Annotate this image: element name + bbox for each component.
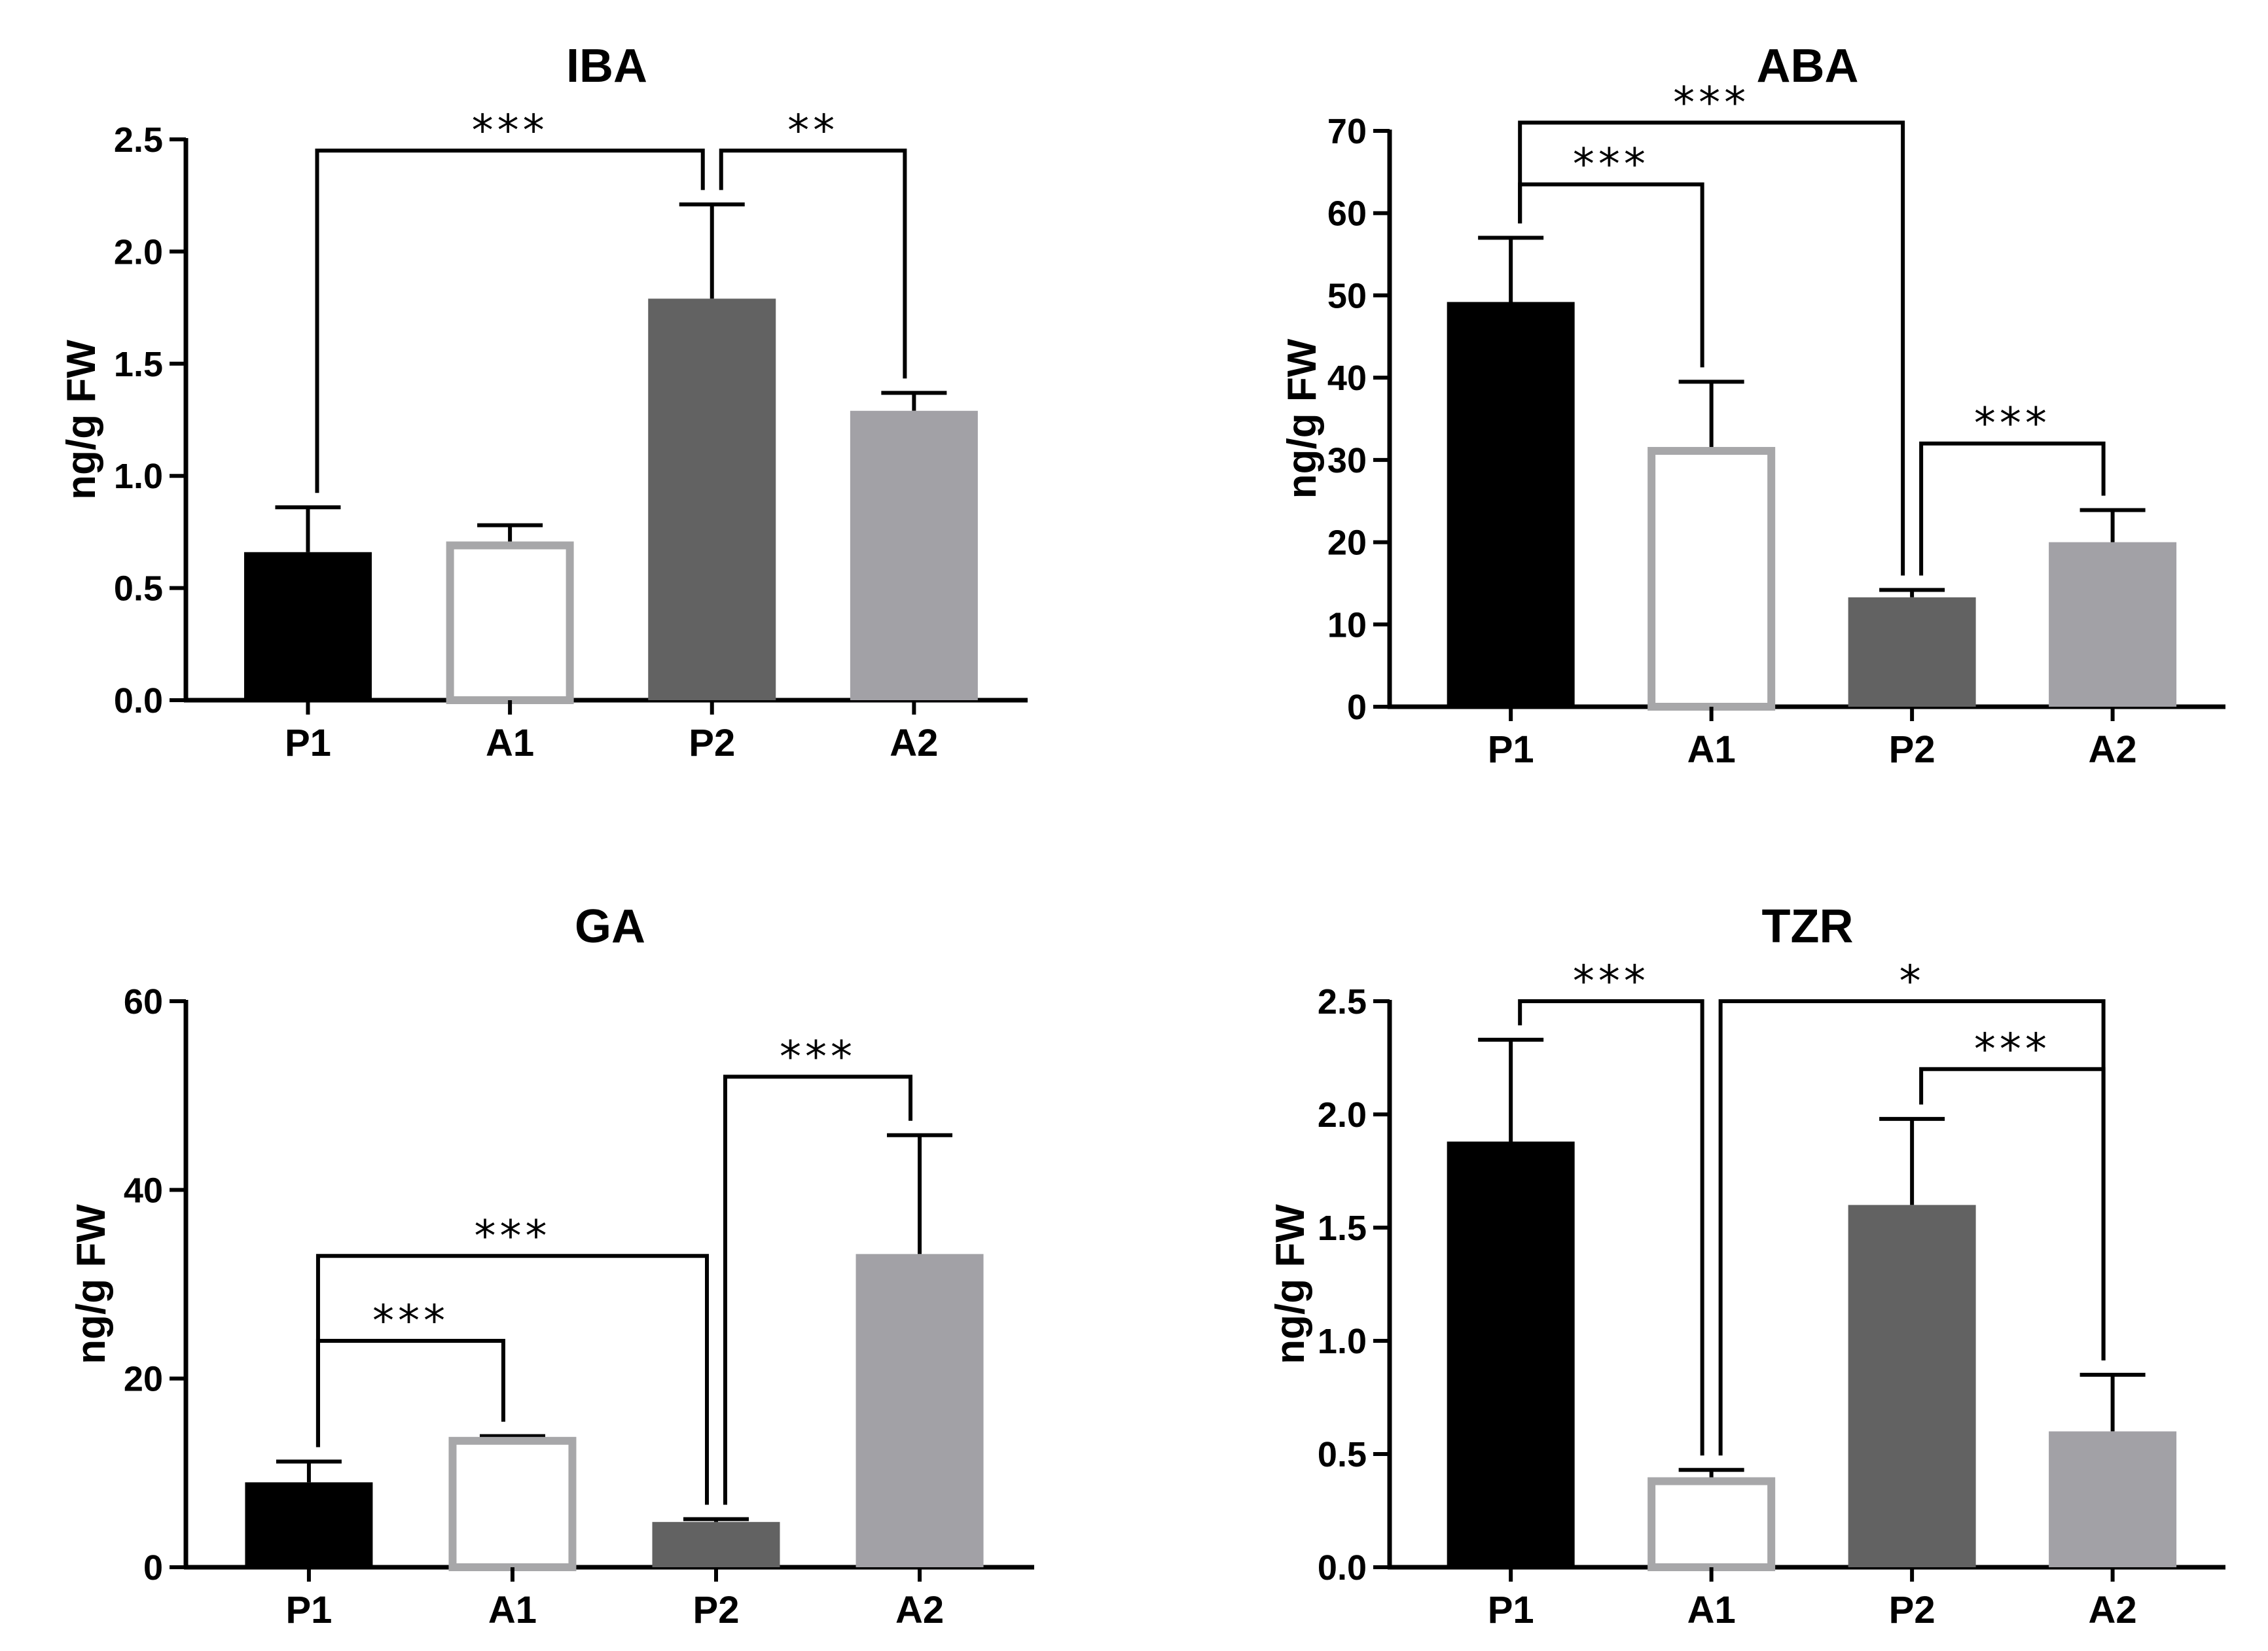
bar-a1 (1647, 447, 1776, 711)
bar-p1 (1447, 302, 1575, 707)
significance-label: *** (780, 1031, 856, 1082)
x-tick-label: P1 (1488, 728, 1534, 771)
bar-p2 (648, 298, 776, 700)
significance-bracket (1518, 999, 1704, 1456)
bar-a2 (855, 1254, 984, 1567)
y-tick-label: 60 (1327, 194, 1367, 234)
x-tick-label: P1 (285, 722, 331, 764)
significance-bracket (719, 149, 907, 379)
y-axis-label: ng/g FW (69, 1204, 114, 1364)
significance-bracket (1518, 182, 1704, 368)
y-tick-label: 20 (124, 1360, 163, 1399)
significance-label: *** (1673, 77, 1750, 128)
significance-label: *** (1974, 1024, 2051, 1074)
significance-label: *** (1974, 399, 2051, 449)
x-tick-label: P2 (1889, 1589, 1935, 1631)
significance-label: *** (1573, 956, 1649, 1006)
significance-label: * (1899, 956, 1925, 1006)
x-tick-label: A1 (1687, 1589, 1736, 1631)
bar-p2 (652, 1521, 780, 1567)
x-tick-label: P2 (689, 722, 735, 764)
x-tick-label: A2 (890, 722, 938, 764)
significance-label: *** (474, 1211, 550, 1261)
y-tick-label: 40 (124, 1171, 163, 1210)
chart-panel-aba: ABA ng/g FW 0 10 20 30 40 50 60 70 P1 A1 P2 A2 *** *** *… (1280, 40, 2225, 771)
y-axis-label: ng/g FW (59, 340, 104, 500)
y-tick-label: 2.0 (1318, 1095, 1367, 1135)
y-tick-label: 0 (143, 1548, 163, 1588)
y-tick-label: 60 (124, 982, 163, 1021)
significance-label: ** (787, 105, 838, 156)
significance-bracket (1919, 1067, 2106, 1360)
y-tick-label: 1.0 (114, 457, 163, 496)
significance-bracket (315, 1339, 505, 1447)
bar-p1 (1447, 1141, 1575, 1567)
significance-bracket (1518, 120, 1905, 576)
y-axis-label: ng/g FW (1268, 1204, 1313, 1364)
y-tick-label: 40 (1327, 359, 1367, 398)
x-tick-label: A2 (2089, 728, 2137, 771)
y-tick-label: 50 (1327, 276, 1367, 315)
y-tick-label: 2.0 (114, 232, 163, 272)
bar-a2 (850, 410, 978, 700)
significance-bracket (315, 149, 705, 493)
bar-a2 (2049, 1431, 2177, 1567)
y-tick-label: 1.5 (1318, 1209, 1367, 1248)
x-tick-label: A2 (2089, 1589, 2137, 1631)
significance-bracket (723, 1074, 913, 1505)
y-axis-label: ng/g FW (1280, 338, 1325, 499)
y-tick-label: 30 (1327, 441, 1367, 480)
x-tick-label: A1 (488, 1589, 537, 1631)
x-tick-label: A1 (486, 722, 534, 764)
y-tick-label: 0.5 (1318, 1435, 1367, 1474)
y-tick-label: 20 (1327, 524, 1367, 563)
x-tick-label: P1 (1488, 1589, 1534, 1631)
x-tick-label: P2 (693, 1589, 740, 1631)
significance-label: *** (472, 105, 549, 156)
significance-label: *** (1573, 139, 1649, 190)
chart-title: GA (575, 900, 645, 953)
chart-title: IBA (566, 40, 647, 92)
chart-panel-ga: GA ng/g FW 0 20 40 60 P1 A1 P2 A2 *** *** *** (69, 900, 1034, 1631)
bar-p1 (245, 1482, 373, 1567)
chart-title: ABA (1757, 40, 1859, 92)
y-tick-label: 0 (1347, 688, 1367, 727)
y-tick-label: 0.5 (114, 569, 163, 609)
bar-a1 (448, 1436, 577, 1571)
y-tick-label: 0.0 (1318, 1548, 1367, 1588)
y-tick-label: 1.0 (1318, 1322, 1367, 1361)
y-tick-label: 70 (1327, 112, 1367, 151)
y-tick-label: 10 (1327, 605, 1367, 645)
bar-a1 (446, 541, 574, 705)
significance-label: *** (372, 1296, 449, 1346)
y-tick-label: 0.0 (114, 681, 163, 720)
bar-a2 (2049, 542, 2177, 707)
chart-title: TZR (1762, 900, 1854, 953)
y-tick-label: 2.5 (114, 120, 163, 160)
x-tick-label: A2 (895, 1589, 944, 1631)
x-tick-label: P1 (285, 1589, 332, 1631)
x-tick-label: A1 (1687, 728, 1736, 771)
bar-p2 (1848, 597, 1976, 707)
bar-p1 (243, 552, 372, 700)
y-tick-label: 2.5 (1318, 982, 1367, 1021)
y-tick-label: 1.5 (114, 345, 163, 384)
bar-p2 (1848, 1205, 1976, 1567)
x-tick-label: P2 (1889, 728, 1935, 771)
bar-a1 (1647, 1477, 1776, 1572)
significance-bracket (1919, 441, 2106, 576)
